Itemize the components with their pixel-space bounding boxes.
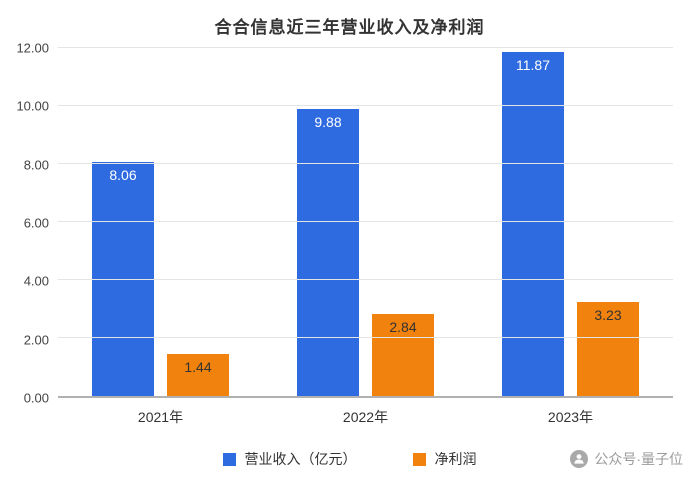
legend-swatch	[222, 452, 236, 466]
bar-group: 9.88 2.84	[297, 48, 434, 396]
bar-net-profit: 2.84	[372, 313, 434, 396]
bar-value-label: 8.06	[109, 167, 137, 184]
legend-label: 净利润	[434, 451, 477, 467]
gridline	[58, 105, 673, 106]
x-axis: 2021年 2022年 2023年	[58, 398, 673, 427]
bar-value-label: 3.23	[594, 307, 622, 324]
chart-title: 合合信息近三年营业收入及净利润	[214, 18, 485, 37]
plot-area: 8.06 1.44 9.88 2.84 11.87 3.23	[58, 47, 673, 398]
bar-net-profit: 1.44	[167, 354, 229, 396]
wechat-official-account-icon	[570, 450, 589, 468]
legend: 营业收入（亿元） 净利润	[0, 449, 699, 469]
y-tick-label: 12.00	[16, 40, 49, 56]
gridline	[58, 47, 673, 48]
watermark-text: 公众号·量子位	[594, 451, 683, 467]
x-tick-label: 2022年	[342, 409, 389, 425]
gridline	[58, 163, 673, 164]
bar-group: 8.06 1.44	[92, 48, 229, 396]
gridline	[58, 221, 673, 222]
y-tick-label: 6.00	[23, 215, 49, 231]
bar-revenue: 9.88	[297, 109, 359, 396]
gridline	[58, 337, 673, 338]
bar-value-label: 9.88	[314, 114, 342, 131]
bar-group: 11.87 3.23	[502, 48, 639, 396]
y-tick-label: 4.00	[23, 273, 49, 289]
y-tick-label: 8.00	[23, 157, 49, 173]
bar-value-label: 11.87	[516, 56, 550, 73]
x-tick-label: 2023年	[547, 409, 594, 425]
legend-swatch	[412, 452, 426, 466]
legend-item-net-profit: 净利润	[412, 449, 477, 469]
gridline	[58, 279, 673, 280]
bar-revenue: 11.87	[502, 51, 564, 396]
y-tick-label: 2.00	[23, 332, 49, 348]
bar-value-label: 2.84	[389, 318, 417, 335]
bar-groups: 8.06 1.44 9.88 2.84 11.87 3.23	[58, 48, 673, 396]
legend-item-revenue: 营业收入（亿元）	[222, 449, 357, 469]
y-tick-label: 10.00	[16, 98, 49, 114]
legend-label: 营业收入（亿元）	[244, 451, 357, 467]
plot-region: 0.00 2.00 4.00 6.00 8.00 10.00 12.00 8.06 1.44 9…	[12, 41, 673, 406]
y-tick-label: 0.00	[23, 390, 49, 406]
watermark: 公众号·量子位	[570, 449, 683, 469]
bar-value-label: 1.44	[184, 359, 212, 376]
bar-net-profit: 3.23	[577, 302, 639, 396]
y-axis: 0.00 2.00 4.00 6.00 8.00 10.00 12.00	[12, 41, 58, 406]
x-tick-label: 2021年	[137, 409, 184, 425]
